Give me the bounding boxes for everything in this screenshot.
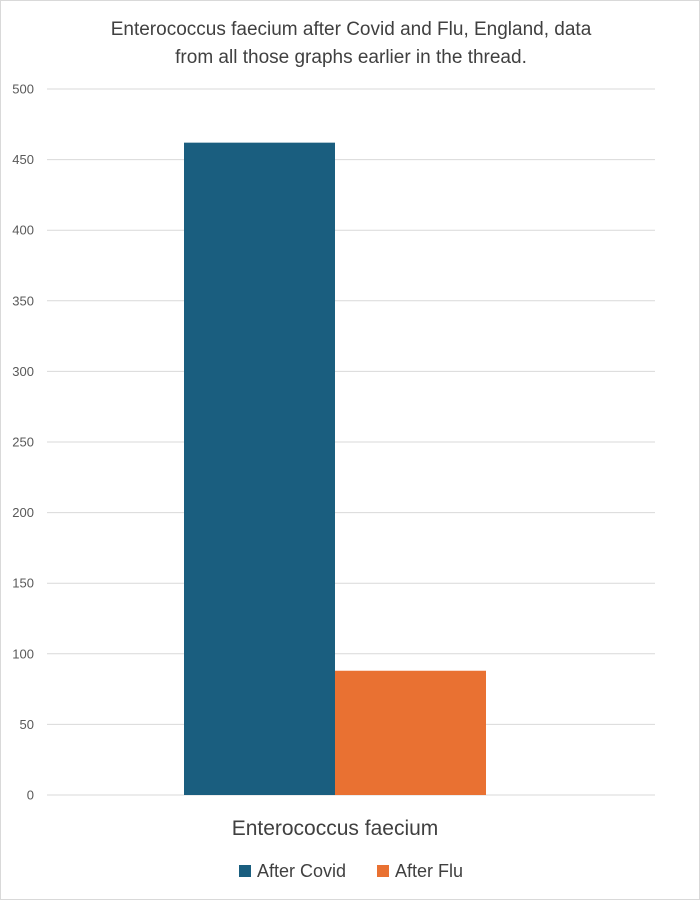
chart-title-line-1: Enterococcus faecium after Covid and Flu… [111,19,592,40]
legend-swatch-after-flu [377,865,389,877]
gridlines [47,88,655,796]
y-tick-label-100: 100 [12,646,34,661]
bars [184,142,486,795]
bar-after-flu [335,670,486,795]
chart-title-line-2: from all those graphs earlier in the thr… [175,47,527,68]
legend-label-after-flu: After Flu [395,861,463,881]
y-tick-label-50: 50 [20,717,34,732]
chart-title: Enterococcus faecium after Covid and Flu… [111,19,592,68]
legend-label-after-covid: After Covid [257,861,346,881]
y-tick-label-200: 200 [12,505,34,520]
x-category-label: Enterococcus faecium [232,817,439,840]
legend-swatch-after-covid [239,865,251,877]
y-tick-label-250: 250 [12,435,34,450]
y-tick-label-500: 500 [12,82,34,97]
y-axis-tick-labels: 0 50 100 150 200 250 300 350 400 450 500 [12,82,34,803]
y-tick-label-450: 450 [12,152,34,167]
y-tick-label-350: 350 [12,293,34,308]
y-tick-label-300: 300 [12,364,34,379]
y-tick-label-150: 150 [12,576,34,591]
y-tick-label-0: 0 [27,788,34,803]
bar-after-covid [184,142,335,795]
y-tick-label-400: 400 [12,223,34,238]
x-axis-category-labels: Enterococcus faecium [232,817,439,840]
legend: After Covid After Flu [239,861,463,881]
